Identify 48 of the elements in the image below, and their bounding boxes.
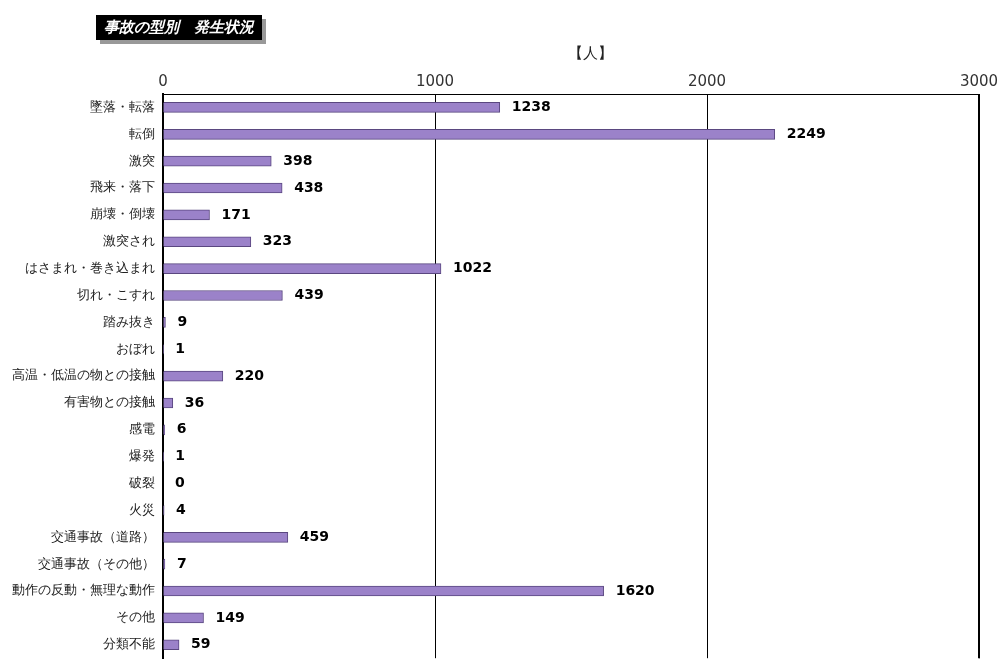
y-tick-label: 激突され <box>103 233 155 249</box>
data-label: 149 <box>215 608 245 625</box>
data-label: 36 <box>184 393 205 410</box>
y-tick-label: 踏み抜き <box>103 313 155 329</box>
y-tick-label: 激突 <box>129 152 155 168</box>
y-tick-label: 崩壊・倒壊 <box>90 206 155 222</box>
y-tick-label: 有害物との接触 <box>64 394 155 410</box>
data-label: 220 <box>234 366 265 383</box>
data-label: 1 <box>175 447 186 464</box>
data-label: 0 <box>175 474 185 491</box>
x-tick-label: 1000 <box>415 71 455 90</box>
data-label: 1022 <box>452 259 492 276</box>
data-label: 323 <box>262 232 293 249</box>
data-label: 59 <box>191 635 211 652</box>
data-label: 1620 <box>615 581 655 598</box>
x-tick-label: 2000 <box>687 71 727 90</box>
y-tick-label: 感電 <box>129 421 155 437</box>
y-tick-label: 切れ・こすれ <box>77 286 155 302</box>
y-tick-label: 交通事故（道路） <box>51 528 155 544</box>
data-label: 7 <box>176 554 187 571</box>
y-tick-label: 破裂 <box>128 474 155 490</box>
data-label: 398 <box>283 151 313 168</box>
y-tick-label: 飛来・落下 <box>90 179 155 195</box>
y-tick-label: 爆発 <box>129 448 155 464</box>
y-tick-label: 交通事故（その他） <box>38 555 155 571</box>
y-tick-label: その他 <box>116 609 155 625</box>
x-tick-label: 3000 <box>959 71 999 90</box>
y-tick-label: おぼれ <box>116 340 155 356</box>
data-label: 438 <box>294 178 324 195</box>
y-tick-label: 墜落・転落 <box>90 98 155 114</box>
data-label: 2249 <box>786 124 826 141</box>
x-tick-label: 0 <box>158 71 168 90</box>
y-tick-label: 高温・低温の物との接触 <box>12 367 155 383</box>
x-axis-title: 【人】 <box>566 44 614 63</box>
y-tick-label: はさまれ・巻き込まれ <box>25 260 155 276</box>
data-label: 6 <box>176 420 187 437</box>
y-tick-label: 分類不能 <box>103 636 155 652</box>
data-label: 171 <box>221 205 251 222</box>
chart-title: 事故の型別 発生状況 <box>96 15 262 40</box>
data-label: 4 <box>176 501 187 518</box>
data-label: 1238 <box>511 98 551 115</box>
data-label: 459 <box>299 527 330 544</box>
y-tick-label: 動作の反動・無理な動作 <box>12 582 155 598</box>
y-tick-label: 火災 <box>129 501 155 517</box>
y-tick-label: 転倒 <box>129 125 155 141</box>
data-label: 439 <box>294 286 324 303</box>
data-label: 9 <box>177 313 188 330</box>
data-label: 1 <box>175 339 186 356</box>
